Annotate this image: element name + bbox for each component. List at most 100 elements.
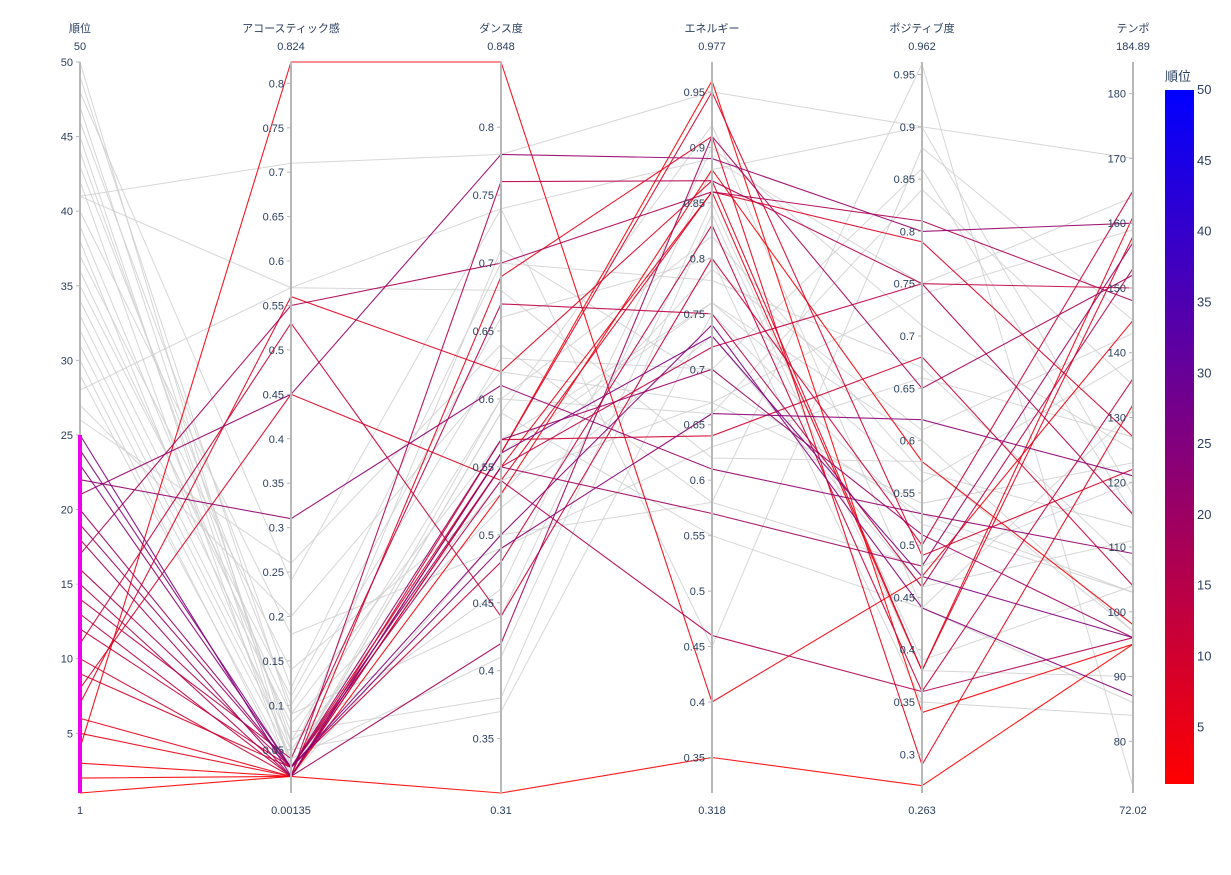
axis-title: テンポ <box>1117 22 1150 35</box>
axis-min-label: 1 <box>77 805 83 817</box>
data-line-selected <box>79 335 1134 778</box>
axis-tick-label: 30 <box>61 355 73 367</box>
axis-tick-label: 50 <box>61 57 73 69</box>
axis-tick-label: 0.9 <box>900 122 915 134</box>
axis-max-label: 184.89 <box>1116 41 1150 53</box>
data-line-context <box>79 210 1134 635</box>
axis-tick-label: 0.9 <box>690 142 705 154</box>
axis-tick-label: 150 <box>1108 283 1126 295</box>
colorbar-tick-label: 50 <box>1197 82 1211 97</box>
data-line-selected <box>79 242 1134 769</box>
axis-tick-label: 0.4 <box>269 434 284 446</box>
colorbar-tick-label: 10 <box>1197 649 1211 664</box>
axis-tick-label: 45 <box>61 132 73 144</box>
axis-tick-label: 80 <box>1114 736 1126 748</box>
axis-tick-label: 0.05 <box>263 745 284 757</box>
colorbar-tick-label: 35 <box>1197 294 1211 309</box>
data-line-context <box>79 312 1134 751</box>
axis-tick-label: 0.7 <box>690 364 705 376</box>
axis-tick-label: 0.75 <box>684 309 705 321</box>
axis-tick-label: 0.85 <box>684 198 705 210</box>
axis-tick-label: 160 <box>1108 218 1126 230</box>
axis-tick-label: 0.3 <box>900 749 915 761</box>
axis-tick-label: 0.8 <box>269 78 284 90</box>
axis-tick-label: 0.5 <box>269 345 284 357</box>
data-line-context <box>79 300 1134 724</box>
axis-tick-label: 0.6 <box>900 436 915 448</box>
data-line-context <box>79 195 1134 632</box>
axis-tick-label: 0.85 <box>894 174 915 186</box>
axis-tick-label: 110 <box>1108 542 1126 554</box>
axis-2[interactable]: アコースティック感 0.824 0.00135 0.05 0.1 0.15 0.2 0.25 0… <box>242 22 340 817</box>
data-line-selected <box>79 79 1134 779</box>
axis-title: ダンス度 <box>479 21 523 35</box>
axis-4[interactable]: エネルギー 0.977 0.318 0.35 0.4 0.45 0.5 0.55 0.6 0.65… <box>684 22 740 817</box>
axis-brush-range[interactable] <box>78 434 82 793</box>
axis-3[interactable]: ダンス度 0.848 0.31 0.35 0.4 0.45 0.5 0.55 0.6 0.65 0.… <box>473 21 523 817</box>
axis-tick-label: 5 <box>67 728 73 740</box>
data-line-context <box>79 257 1134 716</box>
axis-tick-label: 0.6 <box>479 394 494 406</box>
axis-tick-label: 100 <box>1108 607 1126 619</box>
axis-tick-label: 0.5 <box>900 540 915 552</box>
axis-tick-label: 0.15 <box>263 656 284 668</box>
axis-tick-label: 0.45 <box>894 592 915 604</box>
data-line-selected <box>79 191 1134 555</box>
axis-tick-label: 140 <box>1108 348 1126 360</box>
axis-tick-label: 0.4 <box>479 666 494 678</box>
axis-tick-label: 0.3 <box>269 523 284 535</box>
axis-tick-label: 0.8 <box>690 253 705 265</box>
axis-tick-label: 0.95 <box>894 70 915 82</box>
axis-tick-label: 0.55 <box>684 531 705 543</box>
axis-min-label: 0.31 <box>490 805 511 817</box>
data-line-context <box>79 91 1134 197</box>
axis-tick-label: 25 <box>61 430 73 442</box>
colorbar-tick-label: 25 <box>1197 436 1211 451</box>
data-line-selected <box>79 190 1134 778</box>
axis-tick-label: 0.65 <box>894 383 915 395</box>
axis-tick-label: 120 <box>1108 477 1126 489</box>
data-line-context <box>79 61 1134 769</box>
data-line-selected <box>79 479 1134 769</box>
data-line-context <box>79 124 1134 769</box>
colorbar-tick-label: 45 <box>1197 153 1211 168</box>
axis-tick-label: 0.75 <box>894 279 915 291</box>
axis-tick-label: 0.7 <box>900 331 915 343</box>
axis-tick-label: 0.7 <box>479 258 494 270</box>
axis-title: アコースティック感 <box>242 22 340 35</box>
axis-title: ポジティブ度 <box>889 21 954 35</box>
axis-tick-label: 180 <box>1108 89 1126 101</box>
axes-layer[interactable]: 順位5015101520253035404550アコースティック感0.8240.… <box>61 21 1150 817</box>
axis-tick-label: 0.4 <box>690 697 705 709</box>
data-line-context <box>79 240 1134 761</box>
data-line-selected <box>79 643 1134 794</box>
data-line-context <box>79 146 1134 742</box>
data-line-selected <box>79 223 1134 769</box>
axis-tick-label: 170 <box>1108 153 1126 165</box>
data-line-selected <box>79 180 1134 778</box>
data-line-context <box>79 136 1134 769</box>
data-line-context <box>79 229 1134 618</box>
axis-title: 順位 <box>69 21 91 35</box>
axis-tick-label: 0.6 <box>269 256 284 268</box>
axis-tick-label: 10 <box>61 654 73 666</box>
axis-tick-label: 0.35 <box>263 478 284 490</box>
axis-5[interactable]: ポジティブ度 0.962 0.263 0.3 0.35 0.4 0.45 0.5 0.55 0.6… <box>889 21 954 817</box>
data-line-context <box>79 188 1134 742</box>
data-line-context <box>79 181 1134 778</box>
axis-tick-label: 0.6 <box>690 475 705 487</box>
data-line-context <box>79 106 1134 751</box>
colorbar-title: 順位 <box>1165 69 1191 84</box>
colorbar-gradient <box>1165 90 1194 784</box>
colorbar-tick-label: 15 <box>1197 578 1211 593</box>
data-line-context <box>79 212 1134 733</box>
axis-tick-label: 0.45 <box>263 389 284 401</box>
data-line-selected <box>79 90 1134 769</box>
axis-tick-label: 0.35 <box>473 734 494 746</box>
axis-tick-label: 0.7 <box>269 167 284 179</box>
axis-tick-label: 0.55 <box>263 300 284 312</box>
axis-6[interactable]: テンポ 184.89 72.02 80 90 100 110 120 130 140 150 160 1… <box>1108 22 1150 817</box>
axis-max-label: 0.824 <box>277 41 305 53</box>
axis-tick-label: 0.65 <box>684 420 705 432</box>
